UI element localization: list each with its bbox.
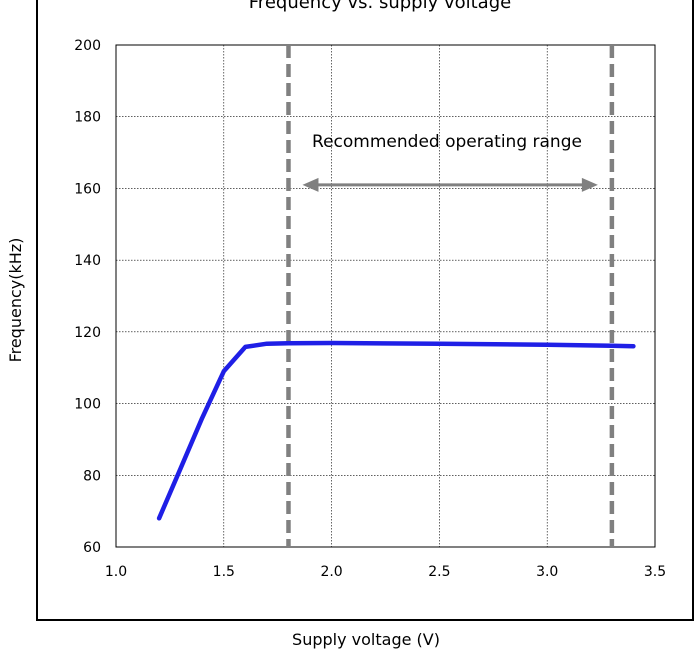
y-tick-label: 60 (83, 540, 101, 556)
range-arrow (302, 177, 598, 192)
range-annotation: Recommended operating range (312, 132, 582, 152)
x-axis-label: Supply voltage (V) (292, 630, 440, 649)
x-tick-label: 3.0 (536, 564, 558, 580)
y-tick-label: 120 (74, 325, 101, 341)
x-tick-label: 2.5 (428, 564, 450, 580)
y-tick-label: 80 (83, 468, 101, 484)
chart-frame (36, 0, 694, 621)
x-tick-label: 1.0 (105, 564, 127, 580)
y-tick-label: 140 (74, 253, 101, 269)
x-tick-label: 1.5 (213, 564, 235, 580)
y-tick-label: 200 (74, 38, 101, 54)
x-tick-label: 2.0 (320, 564, 342, 580)
range-arrow-head-left (302, 177, 319, 192)
series-line (156, 340, 636, 521)
y-tick-labels: 60 80 100 120 140 160 180 200 (74, 38, 101, 556)
y-tick-label: 180 (74, 110, 101, 126)
y-axis-label: Frequency(kHz) (6, 238, 25, 363)
x-tick-label: 3.5 (644, 564, 666, 580)
chart-title: Frequency vs. supply voltage (249, 0, 511, 13)
range-arrow-head-right (581, 177, 598, 192)
y-tick-label: 100 (74, 397, 101, 413)
x-tick-labels: 1.0 1.5 2.0 2.5 3.0 3.5 (105, 564, 666, 580)
series (156, 340, 636, 521)
reference-lines (286, 45, 615, 547)
plot-area (115, 44, 656, 548)
y-tick-label: 160 (74, 181, 101, 197)
